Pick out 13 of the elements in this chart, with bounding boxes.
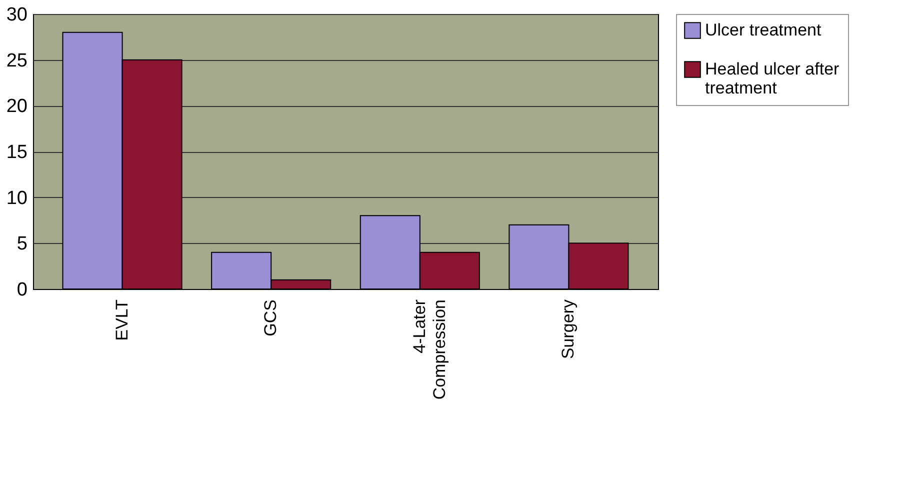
x-tick-label: GCS — [261, 300, 280, 336]
x-tick-label: 4-Later Compression — [410, 299, 449, 400]
y-tick-label: 25 — [6, 50, 28, 72]
y-tick-label: 30 — [6, 4, 28, 26]
y-tick-label: 15 — [6, 142, 28, 163]
legend-label: Ulcer treatment — [705, 20, 822, 40]
y-tick-label: 20 — [6, 96, 28, 118]
legend-label: Healed ulcer after treatment — [705, 60, 840, 98]
y-tick-label: 10 — [6, 188, 28, 209]
y-tick-label: 0 — [16, 280, 28, 300]
y-tick-label: 5 — [16, 234, 28, 255]
x-tick-label: EVLT — [112, 300, 132, 341]
x-tick-label: Surgery — [558, 299, 578, 360]
